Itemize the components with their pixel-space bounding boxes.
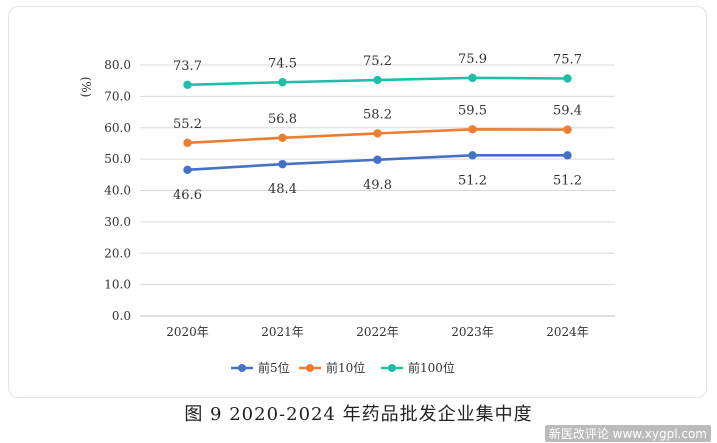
watermark: 新医改评论 www.xygpl.com	[544, 425, 711, 442]
data-label: 59.5	[458, 103, 487, 118]
legend-label: 前100位	[408, 360, 455, 375]
y-tick-label: 50.0	[104, 152, 131, 166]
legend-label: 前10位	[326, 360, 365, 375]
x-tick-label: 2023年	[451, 325, 494, 339]
data-label: 55.2	[173, 117, 202, 132]
data-label: 58.2	[363, 107, 392, 122]
legend-marker	[388, 364, 396, 372]
legend-label: 前5位	[258, 360, 290, 375]
x-tick-label: 2024年	[546, 325, 589, 339]
data-label: 75.7	[553, 52, 582, 67]
data-point	[183, 165, 192, 174]
data-label: 74.5	[268, 56, 297, 71]
y-tick-label: 10.0	[104, 278, 131, 292]
data-point	[278, 78, 287, 87]
data-label: 59.4	[553, 104, 582, 119]
y-tick-label: 0.0	[112, 309, 131, 323]
data-label: 46.6	[173, 188, 202, 203]
data-point	[183, 80, 192, 89]
y-axis-label: (%)	[79, 77, 93, 98]
data-label: 75.9	[458, 52, 487, 67]
data-label: 73.7	[173, 59, 202, 74]
data-label: 75.2	[363, 54, 392, 69]
data-point	[373, 75, 382, 85]
chart-card	[8, 6, 707, 398]
data-point	[278, 159, 287, 169]
data-point	[563, 125, 572, 134]
data-label: 49.8	[363, 178, 392, 193]
y-tick-label: 40.0	[104, 184, 131, 198]
y-tick-label: 80.0	[104, 58, 131, 72]
y-tick-label: 70.0	[104, 89, 131, 103]
data-point	[563, 74, 572, 83]
data-point	[468, 125, 477, 134]
legend-marker	[238, 364, 246, 372]
data-label: 51.2	[553, 173, 582, 188]
data-point	[373, 129, 382, 138]
data-point	[563, 151, 572, 160]
x-tick-label: 2022年	[356, 325, 399, 339]
x-tick-label: 2021年	[261, 325, 304, 339]
data-point	[373, 155, 382, 164]
data-point	[183, 138, 192, 148]
y-tick-label: 30.0	[104, 215, 131, 229]
legend-marker	[306, 364, 314, 372]
data-point	[468, 151, 477, 160]
y-tick-label: 60.0	[104, 121, 131, 135]
data-point	[278, 133, 287, 142]
data-label: 51.2	[458, 173, 487, 188]
figure-caption: 图 9 2020-2024 年药品批发企业集中度	[184, 404, 533, 425]
line-chart: 0.0 10.0 20.0 30.0 40.0 50.0 60.0 70.0 80.0 (%) 20…	[79, 52, 615, 375]
x-tick-label: 2020年	[166, 325, 209, 339]
data-label: 56.8	[268, 112, 297, 127]
y-tick-label: 20.0	[104, 246, 131, 260]
data-point	[468, 73, 477, 83]
data-label: 48.4	[268, 182, 297, 197]
